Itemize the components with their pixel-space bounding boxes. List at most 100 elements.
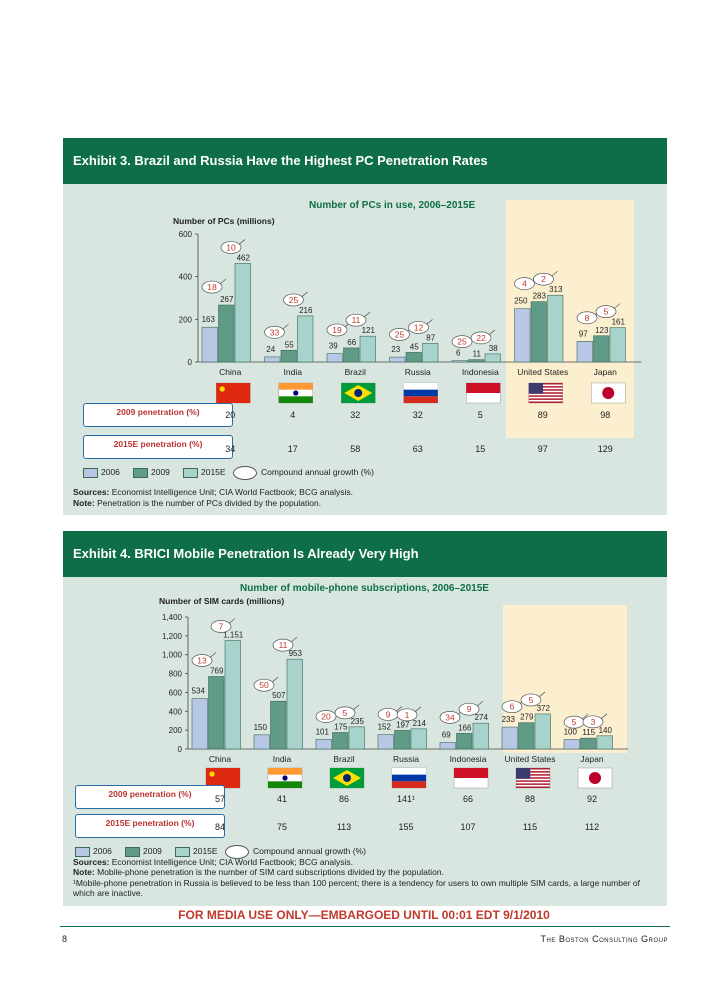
penetration-value: 63 [412, 444, 423, 454]
bar-label: 23 [391, 345, 400, 354]
bar-label: 163 [202, 315, 216, 324]
cagr-bubble [501, 700, 523, 714]
cagr-value: 11 [279, 640, 288, 650]
cagr-arrow [290, 636, 298, 643]
flag-brazil-icon [341, 382, 376, 404]
bar-label: 140 [599, 726, 613, 735]
cagr-bubble [389, 328, 410, 341]
bar-2009-brazil [332, 732, 349, 750]
cagr-value: 5 [604, 307, 609, 317]
cagr-value: 13 [197, 655, 207, 665]
flag-united-states-icon [515, 767, 551, 789]
note-3: Note: Penetration is the number of PCs d… [73, 498, 322, 508]
bar-2009-japan [580, 737, 597, 750]
category-label: India [284, 367, 303, 377]
cagr-value: 20 [321, 712, 331, 722]
cagr-arrow [538, 691, 546, 698]
penetration-value: 86 [338, 794, 349, 804]
y-tick-label: 400 [179, 273, 193, 282]
bar-2009-russia [394, 730, 411, 750]
bar-label: 216 [299, 306, 313, 315]
cagr-bubble [458, 702, 480, 716]
legend-swatch [125, 847, 140, 857]
bar-2015E-brazil [359, 335, 376, 363]
bar-2006-russia [389, 356, 406, 363]
penetration-value: 107 [460, 822, 476, 832]
legend-label: Compound annual growth (%) [261, 467, 374, 477]
penetration-2015-label: 2015E penetration (%) [75, 814, 225, 838]
cagr-value: 25 [457, 337, 467, 347]
penetration-value: 34 [225, 444, 236, 454]
penetration-value: 88 [524, 794, 535, 804]
bar-label: 507 [272, 691, 286, 700]
legend-label: Compound annual growth (%) [253, 846, 366, 856]
cagr-value: 5 [343, 708, 348, 718]
cagr-bubble [520, 693, 542, 707]
cagr-arrow [301, 291, 308, 298]
category-label: India [273, 754, 292, 764]
y-tick-label: 200 [169, 726, 183, 735]
cagr-value: 7 [219, 621, 224, 631]
bar-label: 313 [549, 285, 563, 294]
exhibit-3-title: Exhibit 3. Brazil and Russia Have the Hi… [63, 138, 667, 184]
bar-label: 121 [362, 326, 376, 335]
bar-label: 150 [254, 723, 268, 732]
bar-2015E-brazil [348, 726, 365, 750]
cagr-bubble [272, 638, 294, 652]
page-number: 8 [62, 934, 68, 944]
bar-label: 372 [537, 704, 551, 713]
cagr-value: 2 [541, 274, 546, 284]
penetration-value: 75 [276, 822, 287, 832]
category-label: Brazil [345, 367, 366, 377]
chart-4-ylabel: Number of SIM cards (millions) [159, 596, 285, 606]
bar-2015E-japan [609, 327, 626, 363]
flag-japan-icon [591, 382, 626, 404]
penetration-2015-label: 2015E penetration (%) [83, 435, 233, 459]
penetration-value: 92 [586, 794, 597, 804]
category-label: United States [504, 754, 555, 764]
penetration-value: 129 [597, 444, 613, 454]
bar-label: 24 [266, 345, 275, 354]
legend-label: 2009 [143, 846, 162, 856]
bar-2015E-india [286, 658, 303, 750]
bar-2009-united-states [530, 301, 547, 363]
bar-2015E-india [297, 315, 314, 363]
cagr-arrow [271, 676, 279, 683]
cagr-value: 9 [467, 704, 472, 714]
bar-2015E-russia [422, 343, 439, 363]
legend-bubble-icon [225, 845, 249, 859]
note-4: Note: Mobile-phone penetration is the nu… [73, 867, 444, 877]
category-label: Japan [580, 754, 603, 764]
legend-swatch [183, 468, 198, 478]
bar-label: 534 [192, 687, 206, 696]
cagr-value: 5 [529, 695, 534, 705]
cagr-value: 8 [585, 313, 590, 323]
cagr-value: 4 [522, 279, 527, 289]
cagr-bubble [334, 706, 356, 720]
cagr-value: 10 [226, 242, 236, 252]
bar-2006-china [201, 326, 218, 363]
flag-russia-icon [403, 382, 438, 404]
cagr-bubble [345, 313, 367, 327]
bar-label: 214 [413, 719, 427, 728]
bar-2006-indonesia [439, 742, 456, 750]
legend-label: 2006 [93, 846, 112, 856]
cagr-arrow [219, 278, 227, 285]
bar-label: 250 [514, 297, 528, 306]
bar-label: 45 [410, 342, 419, 351]
y-tick-label: 1,200 [162, 632, 183, 641]
penetration-value: 41 [276, 794, 287, 804]
chart-3-title: Number of PCs in use, 2006–2015E [309, 200, 476, 211]
y-tick-label: 400 [169, 707, 183, 716]
bar-2006-brazil [326, 353, 343, 363]
cagr-value: 9 [386, 709, 391, 719]
y-tick-label: 0 [178, 745, 183, 754]
cagr-value: 25 [395, 329, 405, 339]
cagr-arrow [228, 618, 236, 624]
bar-label: 953 [289, 649, 303, 658]
bar-label: 233 [502, 715, 516, 724]
cagr-arrow [488, 329, 496, 336]
flag-china-icon [216, 382, 251, 404]
category-label: Russia [405, 367, 431, 377]
cagr-value: 5 [572, 717, 577, 727]
